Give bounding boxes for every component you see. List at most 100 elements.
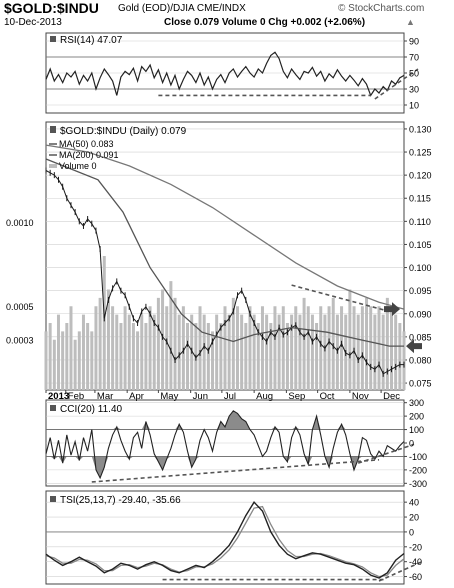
volume-bar bbox=[319, 306, 323, 390]
tsi-legend-swatch bbox=[50, 496, 56, 502]
volume-bar bbox=[231, 297, 235, 390]
volume-bar bbox=[390, 306, 394, 390]
tsi-series-line bbox=[45, 501, 405, 579]
volume-bar bbox=[69, 306, 73, 390]
price-title: $GOLD:$INDU (Daily) 0.079 bbox=[60, 126, 187, 137]
price-y-tick-label: 0.130 bbox=[409, 124, 432, 134]
tsi-y-tick-label: -40 bbox=[409, 557, 422, 567]
volume-bar bbox=[402, 331, 406, 390]
volume-bar bbox=[119, 323, 123, 390]
x-axis-label: Mar bbox=[97, 391, 113, 402]
cci-y-tick-label: -200 bbox=[409, 465, 427, 475]
volume-bar bbox=[211, 331, 215, 390]
volume-bar bbox=[98, 297, 102, 390]
volume-axis-label: 0.0010 bbox=[6, 218, 34, 228]
rsi-y-tick-label: 90 bbox=[409, 37, 419, 47]
volume-bar bbox=[323, 314, 327, 390]
tsi-y-tick-label: 20 bbox=[409, 513, 419, 523]
cci-title: CCI(20) 11.40 bbox=[60, 404, 123, 415]
x-axis-label: Nov bbox=[352, 391, 369, 402]
volume-bar bbox=[285, 323, 289, 390]
price-resistance-trendline bbox=[291, 284, 390, 313]
volume-bar bbox=[219, 323, 223, 390]
volume-bar bbox=[148, 306, 152, 390]
volume-bar bbox=[206, 323, 210, 390]
volume-bar bbox=[265, 314, 269, 390]
volume-bar bbox=[269, 323, 273, 390]
x-axis-label: Jul bbox=[224, 391, 236, 402]
chart-description: Gold (EOD)/DJIA CME/INDX bbox=[118, 3, 246, 14]
volume-bar bbox=[290, 314, 294, 390]
cci-y-tick-label: 300 bbox=[409, 398, 424, 408]
volume-bar bbox=[136, 331, 140, 390]
price-legend-swatch bbox=[50, 126, 56, 133]
volume-bar bbox=[398, 323, 402, 390]
volume-bar bbox=[123, 306, 127, 390]
tsi-signal-line bbox=[45, 505, 405, 578]
volume-bar bbox=[165, 306, 169, 390]
volume-bar bbox=[360, 306, 364, 390]
rsi-y-tick-label: 70 bbox=[409, 53, 419, 63]
volume-bar bbox=[369, 306, 373, 390]
price-y-tick-label: 0.095 bbox=[409, 286, 432, 296]
volume-bar bbox=[115, 314, 119, 390]
volume-bar bbox=[240, 314, 244, 390]
cci-overbought-fill bbox=[46, 410, 404, 430]
price-y-tick-label: 0.125 bbox=[409, 148, 432, 158]
rsi-rising-trendline bbox=[374, 68, 419, 100]
volume-bar bbox=[277, 314, 281, 390]
volume-bar bbox=[235, 306, 239, 390]
volume-bar bbox=[152, 314, 156, 390]
tsi-title: TSI(25,13,7) -29.40, -35.66 bbox=[60, 495, 181, 506]
volume-axis-label: 0.0005 bbox=[6, 302, 34, 312]
volume-bar bbox=[111, 306, 115, 390]
cci-y-tick-label: 200 bbox=[409, 412, 424, 422]
volume-bar bbox=[256, 323, 260, 390]
volume-bar bbox=[223, 306, 227, 390]
x-axis-label: Dec bbox=[383, 391, 400, 402]
volume-bar bbox=[298, 314, 302, 390]
price-y-tick-label: 0.115 bbox=[409, 194, 431, 204]
rsi-legend-swatch bbox=[50, 36, 56, 42]
ma200-line bbox=[45, 144, 405, 310]
volume-bar bbox=[260, 306, 264, 390]
volume-bar bbox=[310, 314, 314, 390]
volume-bar bbox=[52, 339, 56, 390]
up-arrow-icon: ▲ bbox=[406, 17, 415, 27]
volume-bar bbox=[302, 297, 306, 390]
volume-bar bbox=[202, 314, 206, 390]
right-arrow-icon bbox=[384, 302, 400, 317]
volume-bar bbox=[177, 314, 181, 390]
volume-bar bbox=[373, 314, 377, 390]
rsi-title: RSI(14) 47.07 bbox=[60, 35, 123, 46]
volume-bar bbox=[394, 314, 398, 390]
ma50-line bbox=[45, 158, 404, 347]
cci-y-tick-label: -300 bbox=[409, 479, 427, 489]
volume-bar bbox=[106, 289, 110, 390]
stockcharts-watermark: © StockCharts.com bbox=[338, 3, 425, 14]
volume-bar bbox=[248, 306, 252, 390]
volume-bar bbox=[94, 306, 98, 390]
x-axis-label: Apr bbox=[129, 391, 144, 402]
x-axis-label: Jun bbox=[193, 391, 208, 402]
x-axis-label: Feb bbox=[68, 391, 84, 402]
tsi-panel bbox=[45, 490, 405, 585]
cci-series-line bbox=[45, 410, 405, 480]
cci-y-tick-label: 0 bbox=[409, 439, 414, 449]
volume-bar bbox=[327, 306, 331, 390]
volume-bar bbox=[169, 281, 173, 390]
volume-bar bbox=[44, 331, 48, 390]
price-y-tick-label: 0.110 bbox=[409, 217, 431, 227]
volume-bar bbox=[227, 314, 231, 390]
price-y-tick-label: 0.120 bbox=[409, 171, 432, 181]
price-legend-item: MA(200) 0.091 bbox=[59, 150, 119, 160]
price-legend-item: MA(50) 0.083 bbox=[59, 139, 114, 149]
volume-bar bbox=[140, 314, 144, 390]
tsi-rising-trendline bbox=[378, 560, 423, 582]
cci-rising-trendline bbox=[91, 458, 380, 483]
price-y-tick-label: 0.100 bbox=[409, 263, 432, 273]
volume-bar bbox=[86, 323, 90, 390]
volume-bar bbox=[252, 314, 256, 390]
